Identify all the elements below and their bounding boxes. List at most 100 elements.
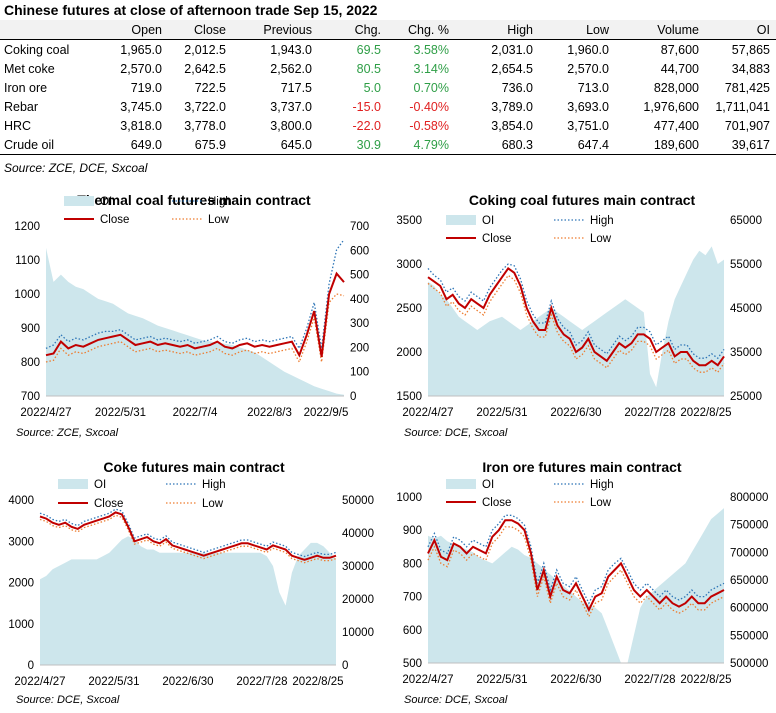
low-line-series [427, 274, 725, 374]
y-left-tick-label: 3000 [396, 259, 422, 271]
y-left-tick-label: 3000 [8, 536, 34, 548]
close-cell: 722.5 [194, 80, 226, 95]
futures-quote-table: Open Close Previous Chg. Chg. % High Low… [0, 20, 776, 155]
commodity-name: Iron ore [4, 80, 48, 95]
previous-cell: 3,737.0 [270, 99, 312, 114]
y-left-tick-label: 1500 [396, 391, 422, 403]
x-tick-label: 2022/7/28 [236, 676, 287, 688]
y-left-tick-label: 2500 [396, 303, 422, 315]
legend-label: Close [100, 214, 129, 226]
x-tick-label: 2022/8/3 [247, 407, 292, 419]
oi-cell: 39,617 [705, 135, 776, 155]
change-cell: 30.9 [318, 135, 387, 155]
y-left-tick-label: 2000 [396, 347, 422, 359]
previous-cell: 3,800.0 [270, 118, 312, 133]
y-right-tick-label: 200 [350, 342, 369, 354]
y-right-tick-label: 300 [350, 318, 369, 330]
table-row: Coking coal 1,965.0 2,012.5 1,943.0 69.5… [0, 40, 776, 60]
y-right-tick-label: 10000 [342, 627, 374, 639]
chart-source-note: Source: DCE, Sxcoal [16, 694, 120, 706]
volume-cell: 828,000 [653, 80, 699, 95]
y-right-tick-label: 700 [350, 221, 369, 233]
close-cell: 2,642.5 [184, 61, 226, 76]
y-right-tick-label: 600 [350, 245, 369, 257]
y-right-tick-label: 30000 [342, 561, 374, 573]
x-tick-label: 2022/4/27 [14, 676, 65, 688]
commodity-name: Met coke [4, 61, 55, 76]
y-right-tick-label: 65000 [730, 215, 762, 227]
y-right-tick-label: 100 [350, 367, 369, 379]
oi-cell: 34,883 [731, 61, 770, 76]
legend-label: High [202, 479, 226, 491]
column-header: Volume [615, 20, 705, 40]
x-tick-label: 2022/7/4 [173, 407, 218, 419]
x-tick-label: 2022/5/31 [88, 676, 139, 688]
x-tick-label: 2022/6/30 [162, 676, 213, 688]
legend-label: High [590, 215, 614, 227]
previous-cell: 2,562.0 [270, 61, 312, 76]
previous-cell: 645.0 [232, 135, 318, 155]
table-row: Iron ore 719.0 722.5 717.5 5.0 0.70% 736… [0, 78, 776, 97]
oi-cell: 57,865 [731, 42, 770, 57]
legend-label: OI [482, 215, 494, 227]
high-cell: 680.3 [455, 135, 539, 155]
open-cell: 1,965.0 [120, 42, 162, 57]
column-header: Close [168, 20, 232, 40]
low-line-series [427, 526, 725, 618]
y-right-tick-label: 400 [350, 294, 369, 306]
x-tick-label: 2022/8/25 [292, 676, 343, 688]
legend-oi-swatch [446, 215, 476, 225]
y-right-tick-label: 25000 [730, 391, 762, 403]
chart-source-note: Source: ZCE, Sxcoal [16, 427, 119, 439]
low-line-series [39, 514, 337, 564]
change-cell: 5.0 [363, 80, 381, 95]
y-left-tick-label: 1000 [14, 289, 40, 301]
commodity-name: Crude oil [0, 135, 110, 155]
legend-label: Low [208, 214, 230, 226]
open-cell: 2,570.0 [120, 61, 162, 76]
table-row: Met coke 2,570.0 2,642.5 2,562.0 80.5 3.… [0, 59, 776, 78]
high-line-series [427, 263, 725, 360]
oi-cell: 701,907 [724, 118, 770, 133]
change-cell: 69.5 [356, 42, 381, 57]
x-tick-label: 2022/9/5 [304, 407, 349, 419]
high-cell: 3,789.0 [491, 99, 533, 114]
table-row: Crude oil 649.0 675.9 645.0 30.9 4.79% 6… [0, 135, 776, 155]
column-header: Previous [232, 20, 318, 40]
chart-title: Coke futures main contract [103, 459, 285, 475]
legend-oi-swatch [64, 196, 94, 206]
x-tick-label: 2022/5/31 [476, 674, 527, 686]
y-right-tick-label: 700000 [730, 547, 768, 559]
table-row: HRC 3,818.0 3,778.0 3,800.0 -22.0 -0.58%… [0, 116, 776, 135]
y-left-tick-label: 1000 [8, 619, 34, 631]
change-cell: -15.0 [352, 99, 382, 114]
close-cell: 2,012.5 [184, 42, 226, 57]
y-right-tick-label: 800000 [730, 492, 768, 504]
column-header: High [455, 20, 539, 40]
y-left-tick-label: 600 [403, 625, 422, 637]
legend-label: Close [482, 497, 511, 509]
x-tick-label: 2022/7/28 [624, 674, 675, 686]
x-tick-label: 2022/8/25 [680, 407, 731, 419]
y-right-tick-label: 550000 [730, 630, 768, 642]
high-cell: 3,854.0 [491, 118, 533, 133]
coke-chart: Coke futures main contract 0 1000 2000 3000 4… [8, 459, 374, 706]
low-cell: 2,570.0 [567, 61, 609, 76]
legend-label: High [590, 479, 614, 491]
close-line-series [427, 266, 725, 367]
legend-label: High [208, 196, 232, 208]
open-cell: 719.0 [130, 80, 162, 95]
y-right-tick-label: 750000 [730, 520, 768, 532]
previous-cell: 1,943.0 [270, 42, 312, 57]
commodity-name: HRC [4, 118, 32, 133]
x-tick-label: 2022/4/27 [20, 407, 71, 419]
y-right-tick-label: 600000 [730, 603, 768, 615]
chart-source-note: Source: DCE, Sxcoal [404, 694, 508, 706]
close-line-series [427, 519, 725, 613]
close-line-series [39, 511, 337, 561]
oi-area-series [46, 247, 344, 396]
close-cell: 675.9 [168, 135, 232, 155]
coking-coal-chart: Coking coal futures main contract 1500 200… [396, 192, 762, 439]
table-header-row: Open Close Previous Chg. Chg. % High Low… [0, 20, 776, 40]
change-percent-cell: -0.58% [409, 118, 449, 133]
